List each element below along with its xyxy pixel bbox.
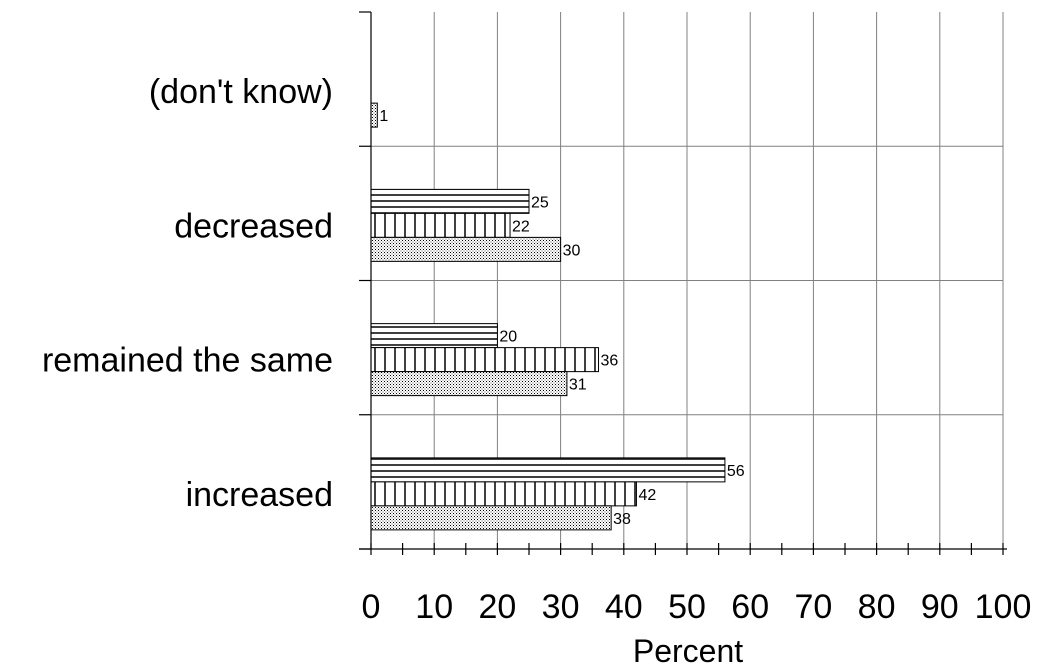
x-tick-label: 0 (362, 588, 381, 626)
bar (370, 323, 498, 349)
x-tick-label: 60 (731, 588, 769, 626)
x-tick-label: 90 (921, 588, 959, 626)
data-label: 20 (499, 329, 517, 346)
category-label: increased (186, 476, 333, 514)
bar (370, 212, 511, 238)
bar (370, 236, 562, 262)
category-label: remained the same (42, 342, 333, 380)
axes (359, 11, 1007, 555)
bar (370, 347, 600, 373)
data-label: 30 (563, 242, 581, 259)
x-tick-label: 40 (605, 588, 643, 626)
x-tick-label: 80 (858, 588, 896, 626)
x-tick-label: 10 (415, 588, 453, 626)
bar (370, 505, 612, 531)
x-tick-label: 70 (794, 588, 832, 626)
x-tick-label: 100 (975, 588, 1032, 626)
data-label: 25 (531, 194, 549, 211)
data-label: 38 (613, 511, 631, 528)
x-axis-title: Percent (633, 633, 743, 669)
data-label: 56 (727, 463, 745, 480)
bar (370, 102, 378, 128)
bar (370, 457, 726, 483)
category-label: decreased (174, 207, 333, 245)
x-tick-label: 50 (668, 588, 706, 626)
data-label: 31 (569, 377, 587, 394)
data-label: 36 (601, 353, 619, 370)
category-label: (don't know) (149, 73, 333, 111)
gridlines (371, 12, 1004, 549)
data-label: 22 (512, 218, 530, 235)
bar (370, 188, 530, 214)
data-label: 42 (638, 487, 656, 504)
bar (370, 371, 568, 397)
x-tick-label: 30 (542, 588, 580, 626)
bars (370, 102, 726, 531)
data-label: 1 (379, 108, 388, 125)
bar (370, 481, 637, 507)
x-tick-label: 20 (478, 588, 516, 626)
